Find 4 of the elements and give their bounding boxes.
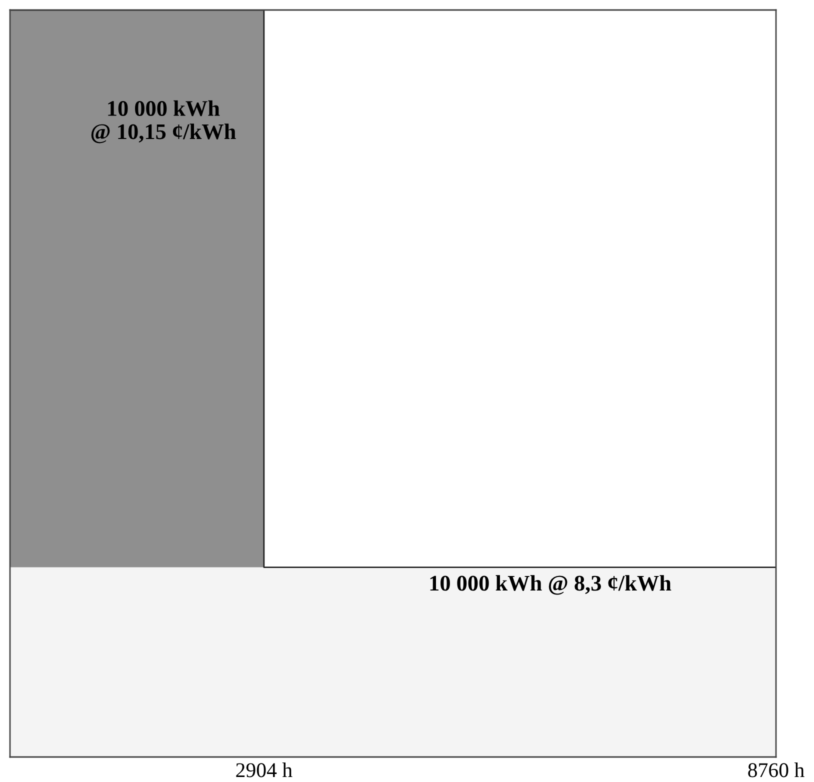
x-tick-label: 8760 h: [748, 762, 804, 778]
x-tick-label: 2904 h: [236, 762, 292, 778]
annotation: 10 000 kWh @ 10,15 ¢/kWh: [91, 100, 236, 144]
annotation: 10 000 kWh @ 8,3 ¢/kWh: [430, 575, 672, 595]
